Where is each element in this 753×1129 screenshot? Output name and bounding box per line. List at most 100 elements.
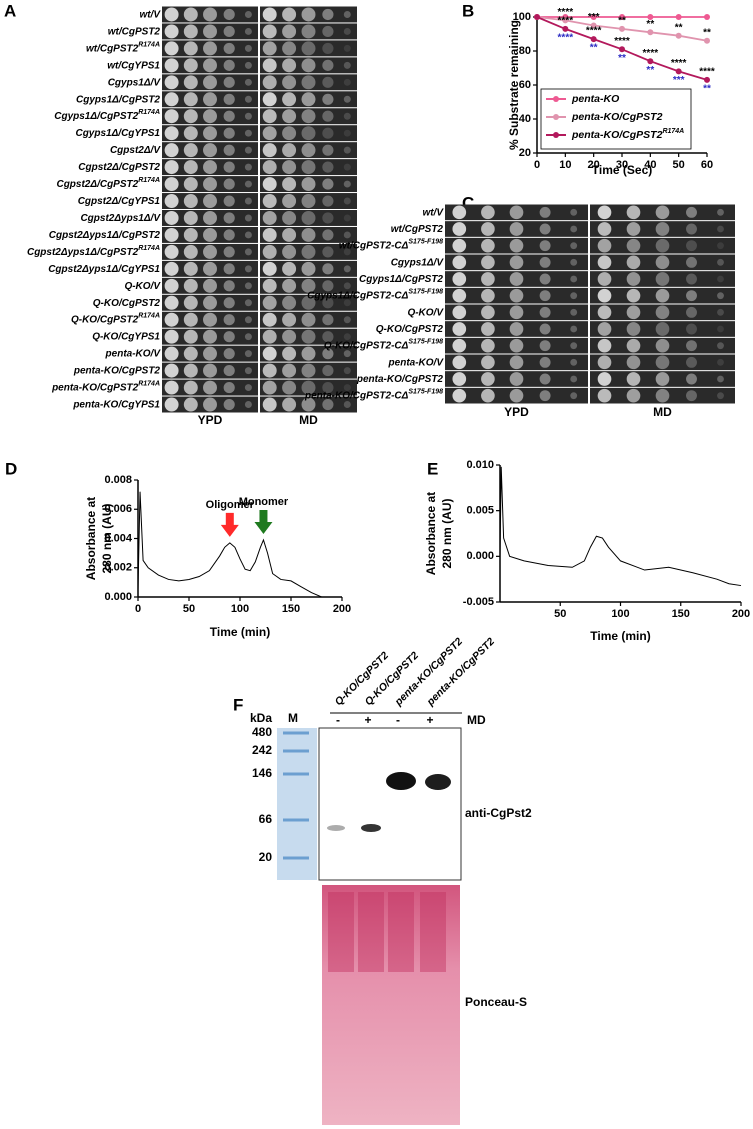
- marker-band: [283, 818, 309, 822]
- spot: [164, 7, 179, 22]
- spot: [244, 367, 252, 375]
- spot: [282, 143, 297, 158]
- spot: [262, 194, 277, 208]
- label-text: Cgpst2Δ/CgYPS1: [78, 196, 161, 207]
- spot: [539, 373, 551, 385]
- blot-band: [327, 825, 345, 831]
- spot: [262, 397, 277, 412]
- spot: [301, 109, 316, 124]
- spot: [203, 177, 217, 192]
- spot: [301, 346, 316, 361]
- row-label: Cgpst2Δyps1Δ/CgPST2R174A: [27, 245, 160, 257]
- spot: [655, 338, 670, 353]
- spot: [322, 246, 334, 258]
- panel-letter: B: [462, 1, 474, 20]
- spot: [203, 346, 217, 361]
- spot: [322, 398, 334, 411]
- spot: [223, 314, 235, 326]
- blot-band: [425, 774, 451, 790]
- spot: [164, 346, 179, 361]
- spot: [686, 290, 697, 302]
- spot: [655, 372, 670, 386]
- spot: [509, 355, 524, 370]
- spot: [509, 288, 524, 303]
- spot: [183, 363, 198, 378]
- series-line: [137, 491, 332, 598]
- spot: [301, 177, 316, 192]
- label-text: Q-KO/CgPST2: [93, 297, 161, 308]
- spot: [481, 388, 495, 403]
- spot: [539, 290, 551, 302]
- spot: [655, 388, 670, 403]
- spot: [223, 212, 235, 224]
- y-tick-label: 0.000: [104, 591, 132, 603]
- label-text: penta-KO: [571, 93, 619, 105]
- spot: [686, 390, 697, 402]
- spot: [717, 225, 724, 233]
- row-label: Cgpst2Δyps1Δ/CgYPS1: [48, 263, 160, 274]
- spot: [282, 24, 297, 39]
- point: [590, 22, 597, 29]
- spot: [655, 222, 670, 236]
- spot: [223, 76, 235, 88]
- spot: [597, 205, 612, 220]
- spot: [262, 58, 277, 73]
- spot: [164, 295, 179, 310]
- y-tick-label: 0.004: [104, 532, 132, 544]
- spot: [570, 392, 578, 400]
- row-label: Q-KO/V: [124, 280, 161, 291]
- spot: [183, 397, 198, 412]
- spot: [686, 240, 697, 252]
- spot: [322, 59, 334, 71]
- marker-band: [283, 772, 309, 776]
- spot: [183, 380, 198, 395]
- spot: [301, 126, 316, 141]
- spot: [164, 58, 179, 73]
- row-label: wt/CgPST2-CΔS175-F198: [339, 239, 443, 251]
- spot: [223, 59, 235, 71]
- row-label: wt/CgPST2: [108, 26, 161, 37]
- spot: [626, 388, 641, 403]
- spot: [322, 76, 334, 88]
- spot: [322, 42, 334, 54]
- label-text: wt/CgYPS1: [107, 60, 160, 71]
- spot: [183, 278, 198, 293]
- y-axis-title: 280 nm (AU): [440, 498, 454, 568]
- spot: [203, 312, 217, 327]
- spot: [164, 24, 179, 39]
- spot: [183, 41, 198, 56]
- significance: **: [618, 16, 626, 27]
- label-text: Cgpst2Δ/CgPST2: [56, 179, 138, 190]
- spot: [244, 316, 252, 324]
- row-label: Cgpst2Δ/CgYPS1: [78, 196, 161, 207]
- spot: [717, 292, 724, 300]
- spot: [509, 305, 524, 320]
- spot: [262, 160, 277, 175]
- spot: [452, 372, 467, 386]
- spot: [282, 380, 297, 395]
- label-text: Q-KO/CgPST2: [71, 314, 139, 325]
- spot: [481, 238, 495, 253]
- spot: [655, 272, 670, 286]
- y-tick-label: 40: [519, 113, 531, 125]
- spot: [301, 75, 316, 90]
- spot: [452, 338, 467, 353]
- spot: [570, 375, 578, 383]
- spot: [597, 388, 612, 403]
- spot: [183, 92, 198, 107]
- y-tick-label: 0.005: [466, 505, 494, 517]
- treatment-label: MD: [467, 713, 486, 727]
- row-label: penta-KO/V: [105, 348, 162, 359]
- column-label: MD: [299, 413, 318, 427]
- treatment-sign: -: [396, 713, 400, 727]
- legend-label: penta-KO/CgPST2R174A: [571, 128, 684, 140]
- label-sup: R174A: [138, 110, 160, 117]
- x-tick-label: 0: [135, 603, 141, 615]
- spot: [183, 58, 198, 73]
- spot: [539, 256, 551, 268]
- spot: [203, 329, 217, 344]
- row-label: Q-KO/CgPST2R174A: [71, 313, 160, 325]
- spot: [262, 7, 277, 22]
- spot: [539, 306, 551, 318]
